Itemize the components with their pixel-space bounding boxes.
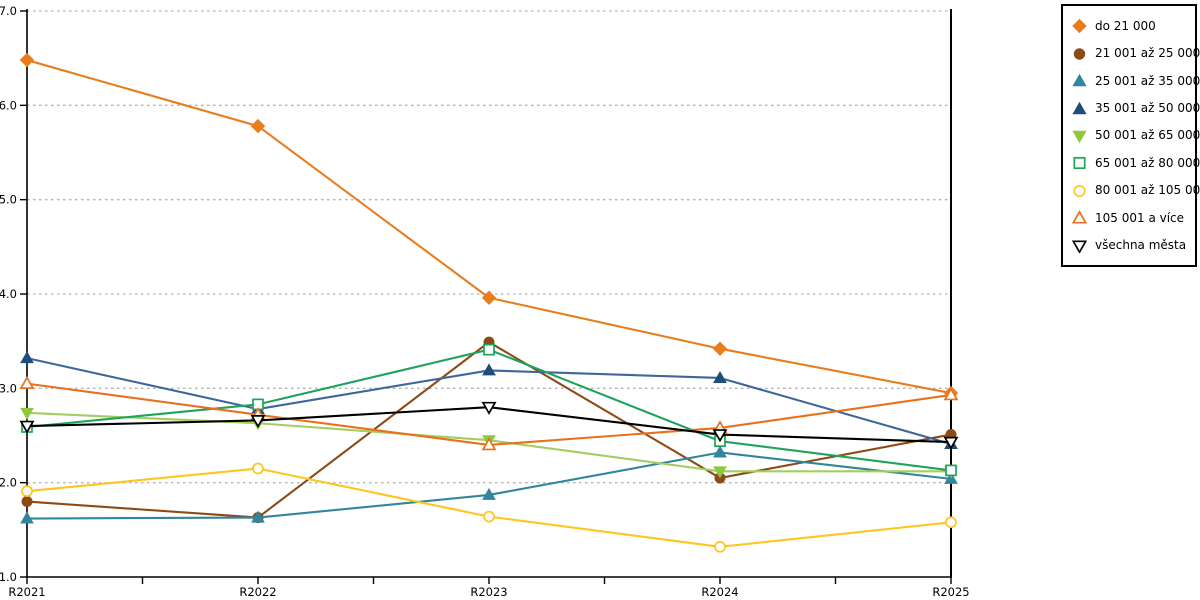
legend-label: 65 001 až 80 000: [1095, 155, 1200, 170]
legend-item[interactable]: 80 001 až 105 000: [1072, 182, 1200, 198]
legend-label: 80 001 až 105 000: [1095, 183, 1200, 198]
legend-label: 25 001 až 35 000: [1095, 73, 1200, 88]
legend-item[interactable]: 21 001 až 25 000: [1072, 45, 1200, 61]
legend-item[interactable]: 35 001 až 50 000: [1072, 100, 1200, 116]
diamond-marker: [19, 52, 35, 68]
diamond-marker: [481, 290, 497, 305]
legend-item[interactable]: 65 001 až 80 000: [1072, 155, 1200, 171]
legend-item[interactable]: všechna města: [1072, 237, 1191, 253]
circle-icon: [1073, 47, 1086, 60]
series-line: [26, 467, 952, 548]
legend: do 21 000 21 001 až 25 000 25 001 až 35 00…: [1061, 4, 1200, 267]
triangle-up-marker: [713, 370, 727, 383]
legend-item[interactable]: 25 001 až 35 000: [1072, 73, 1200, 89]
triangle-down-marker: [712, 429, 728, 443]
triangle-up-marker: [943, 387, 959, 401]
square-marker: [483, 343, 495, 356]
x-tick-label: R2024: [701, 585, 738, 599]
circle-marker: [945, 516, 957, 529]
legend-label: všechna města: [1095, 238, 1187, 253]
y-tick-label: 1.0: [0, 570, 17, 584]
square-icon: [1073, 157, 1086, 170]
triangle-up-marker: [251, 510, 265, 523]
square-marker: [945, 464, 957, 477]
legend-label: 21 001 až 25 000: [1095, 46, 1200, 61]
circle-marker: [483, 510, 495, 523]
triangle-up-marker: [19, 375, 35, 389]
triangle-down-marker: [481, 401, 497, 415]
circle-marker: [714, 540, 726, 553]
legend-label: 50 001 až 65 000: [1095, 128, 1200, 143]
series-line: [26, 451, 952, 520]
triangle-down-icon: [1072, 130, 1087, 143]
triangle-down-marker: [713, 466, 727, 479]
triangle-up-icon: [1072, 73, 1087, 87]
x-tick-label: R2023: [470, 585, 507, 599]
circle-marker: [21, 485, 33, 498]
diamond-marker: [250, 118, 266, 134]
triangle-up-icon: [1072, 101, 1087, 114]
triangle-up-icon: [1072, 210, 1087, 224]
series-9: [19, 401, 959, 450]
legend-item[interactable]: 105 001 a více: [1072, 210, 1191, 226]
x-tick-label: R2021: [8, 585, 45, 599]
y-tick-label: 7.0: [0, 4, 17, 18]
legend-label: 35 001 až 50 000: [1095, 101, 1200, 116]
x-tick-label: R2022: [239, 585, 276, 599]
series-7: [21, 462, 957, 553]
diamond-marker: [712, 341, 728, 356]
x-tick-label: R2025: [932, 585, 969, 599]
triangle-down-marker: [943, 436, 959, 450]
triangle-up-marker: [20, 511, 34, 524]
y-tick-label: 5.0: [0, 193, 17, 207]
y-tick-label: 4.0: [0, 287, 17, 301]
triangle-down-marker: [250, 415, 266, 429]
y-tick-label: 6.0: [0, 98, 17, 112]
circle-marker: [252, 462, 264, 475]
legend-item[interactable]: do 21 000: [1072, 18, 1191, 34]
diamond-icon: [1072, 19, 1087, 34]
circle-marker: [21, 496, 33, 508]
triangle-up-marker: [713, 445, 727, 458]
y-tick-label: 2.0: [0, 476, 17, 490]
triangle-down-marker: [19, 420, 35, 434]
y-tick-label: 3.0: [0, 381, 17, 395]
triangle-up-marker: [20, 351, 34, 364]
triangle-up-marker: [482, 363, 496, 376]
legend-label: 105 001 a více: [1095, 210, 1185, 225]
triangle-down-marker: [20, 407, 34, 420]
triangle-up-marker: [481, 437, 497, 451]
legend-item[interactable]: 50 001 až 65 000: [1072, 127, 1200, 143]
legend-label: do 21 000: [1095, 18, 1156, 33]
triangle-down-icon: [1072, 240, 1087, 253]
circle-icon: [1073, 184, 1086, 197]
triangle-up-marker: [482, 487, 496, 500]
